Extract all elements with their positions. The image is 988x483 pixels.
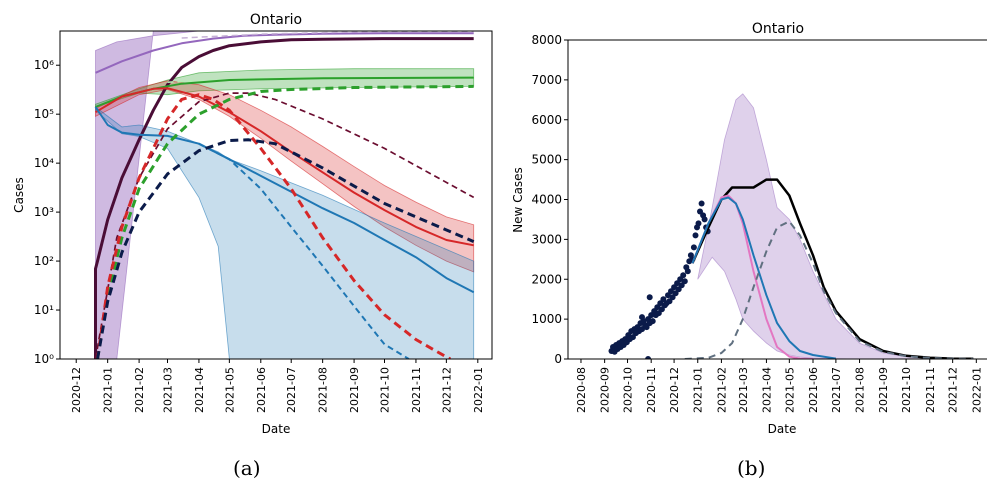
chart-b-point (632, 328, 639, 335)
chart-b-series-3 (684, 220, 974, 359)
chart-b-x-tick-label: 2021-06 (807, 367, 820, 413)
chart-b: Ontario 2020-08 2020-09 2020-10 2020-11 2020… (511, 21, 987, 436)
chart-a-x-tick-label: 2021-04 (193, 367, 206, 413)
chart-a-ylabel: Cases (12, 177, 26, 213)
chart-a-y-axis: 10⁰ 10¹ 10² 10³ 10⁴ 10⁵ 10⁶ (34, 58, 60, 366)
chart-b-x-tick-label: 2021-10 (900, 367, 913, 413)
chart-a-title: Ontario (250, 12, 302, 28)
chart-b-point (639, 314, 645, 321)
chart-a-x-tick-label: 2021-10 (379, 367, 392, 413)
chart-a-y-tick-label: 10⁵ (34, 107, 54, 121)
chart-b-lines (684, 178, 974, 359)
chart-b-title: Ontario (752, 21, 804, 37)
chart-a-x-tick-label: 2021-01 (102, 367, 115, 413)
chart-b-point (681, 278, 688, 285)
chart-b-x-tick-label: 2020-11 (645, 367, 658, 413)
chart-b-x-tick-label: 2020-09 (599, 367, 612, 413)
chart-a-x-tick-label: 2021-12 (440, 367, 453, 413)
chart-b-point (680, 272, 687, 279)
chart-b-series-0 (691, 178, 974, 359)
chart-b-y-axis: 0 1000 2000 3000 4000 5000 6000 7000 8000 (531, 33, 568, 366)
chart-b-y-tick-label: 5000 (531, 153, 562, 167)
chart-a-x-tick-label: 2022-01 (472, 367, 485, 413)
chart-b-x-tick-label: 2021-02 (715, 367, 728, 413)
chart-b-x-tick-label: 2021-12 (947, 367, 960, 413)
chart-b-scatter (608, 200, 711, 359)
chart-a-x-tick-label: 2021-05 (223, 367, 236, 413)
chart-a-series-11 (96, 138, 475, 359)
chart-b-x-tick-label: 2021-05 (783, 367, 796, 413)
chart-a-x-tick-label: 2021-09 (348, 367, 361, 413)
chart-a-series-9 (96, 93, 452, 359)
chart-b-x-tick-label: 2021-04 (760, 367, 773, 413)
chart-a-y-tick-label: 10⁰ (34, 352, 54, 366)
chart-a-x-tick-label: 2021-11 (410, 367, 423, 413)
chart-b-xlabel: Date (768, 422, 797, 436)
chart-b-band-area (697, 93, 974, 359)
chart-a-x-tick-label: 2021-07 (285, 367, 298, 413)
chart-a: Ontario 2020-12 2021-01 2021-02 2021-03 2021… (12, 12, 493, 436)
chart-b-x-tick-label: 2020-08 (575, 367, 588, 413)
chart-b-x-tick-label: 2021-01 (692, 367, 705, 413)
chart-b-y-tick-label: 2000 (531, 272, 562, 286)
chart-a-lines (94, 31, 475, 359)
chart-b-x-tick-label: 2021-07 (830, 367, 843, 413)
caption-a: (a) (233, 456, 261, 480)
chart-b-y-tick-label: 4000 (531, 193, 562, 207)
chart-b-y-tick-label: 3000 (531, 232, 562, 246)
chart-a-series-6 (94, 106, 475, 294)
chart-a-y-tick-label: 10⁴ (34, 156, 54, 170)
chart-b-point (645, 356, 652, 359)
caption-b: (b) (737, 456, 766, 480)
chart-b-point (690, 244, 697, 251)
chart-b-x-tick-label: 2020-12 (668, 367, 681, 413)
chart-b-ylabel: New Cases (511, 167, 525, 233)
chart-a-x-tick-label: 2021-02 (133, 367, 146, 413)
chart-b-x-tick-label: 2022-01 (970, 367, 983, 413)
chart-b-series-2 (691, 196, 837, 359)
chart-a-series-0 (95, 32, 474, 74)
chart-b-y-tick-label: 6000 (531, 113, 562, 127)
chart-b-x-tick-label: 2021-09 (877, 367, 890, 413)
chart-a-x-axis: 2020-12 2021-01 2021-02 2021-03 2021-04 2021-… (70, 359, 485, 413)
chart-a-series-1 (181, 31, 474, 39)
chart-b-y-tick-label: 0 (554, 352, 562, 366)
chart-b-y-tick-label: 1000 (531, 312, 562, 326)
chart-b-y-tick-label: 8000 (531, 33, 562, 47)
chart-a-x-tick-label: 2021-08 (317, 367, 330, 413)
chart-a-x-tick-label: 2021-03 (161, 367, 174, 413)
chart-a-series-8 (96, 84, 474, 359)
chart-a-band-0 (95, 31, 474, 359)
chart-a-x-tick-label: 2020-12 (70, 367, 83, 413)
chart-b-band (697, 93, 974, 359)
chart-b-point (698, 200, 705, 207)
chart-a-y-tick-label: 10² (34, 254, 54, 268)
chart-b-x-tick-label: 2021-03 (737, 367, 750, 413)
chart-a-series-7 (94, 92, 475, 359)
chart-a-series-5 (94, 87, 474, 247)
chart-a-y-tick-label: 10¹ (34, 303, 54, 317)
chart-b-x-tick-label: 2020-10 (622, 367, 635, 413)
chart-a-plot-frame (59, 30, 493, 360)
chart-b-point (649, 318, 656, 325)
chart-a-series-2 (94, 37, 474, 359)
chart-b-x-tick-label: 2021-08 (854, 367, 867, 413)
chart-b-y-tick-label: 7000 (531, 73, 562, 87)
chart-b-point (692, 232, 699, 239)
chart-a-x-tick-label: 2021-06 (255, 367, 268, 413)
chart-b-point (684, 268, 691, 275)
chart-b-x-tick-label: 2021-11 (924, 367, 937, 413)
chart-a-xlabel: Date (262, 422, 291, 436)
chart-b-point (701, 216, 708, 223)
chart-a-series-10 (198, 142, 410, 359)
chart-b-x-axis: 2020-08 2020-09 2020-10 2020-11 2020-12 2021-… (575, 359, 983, 413)
chart-a-y-tick-label: 10³ (34, 205, 54, 219)
chart-b-point (646, 294, 653, 301)
chart-a-y-tick-label: 10⁶ (34, 58, 54, 72)
chart-b-point (695, 220, 702, 227)
